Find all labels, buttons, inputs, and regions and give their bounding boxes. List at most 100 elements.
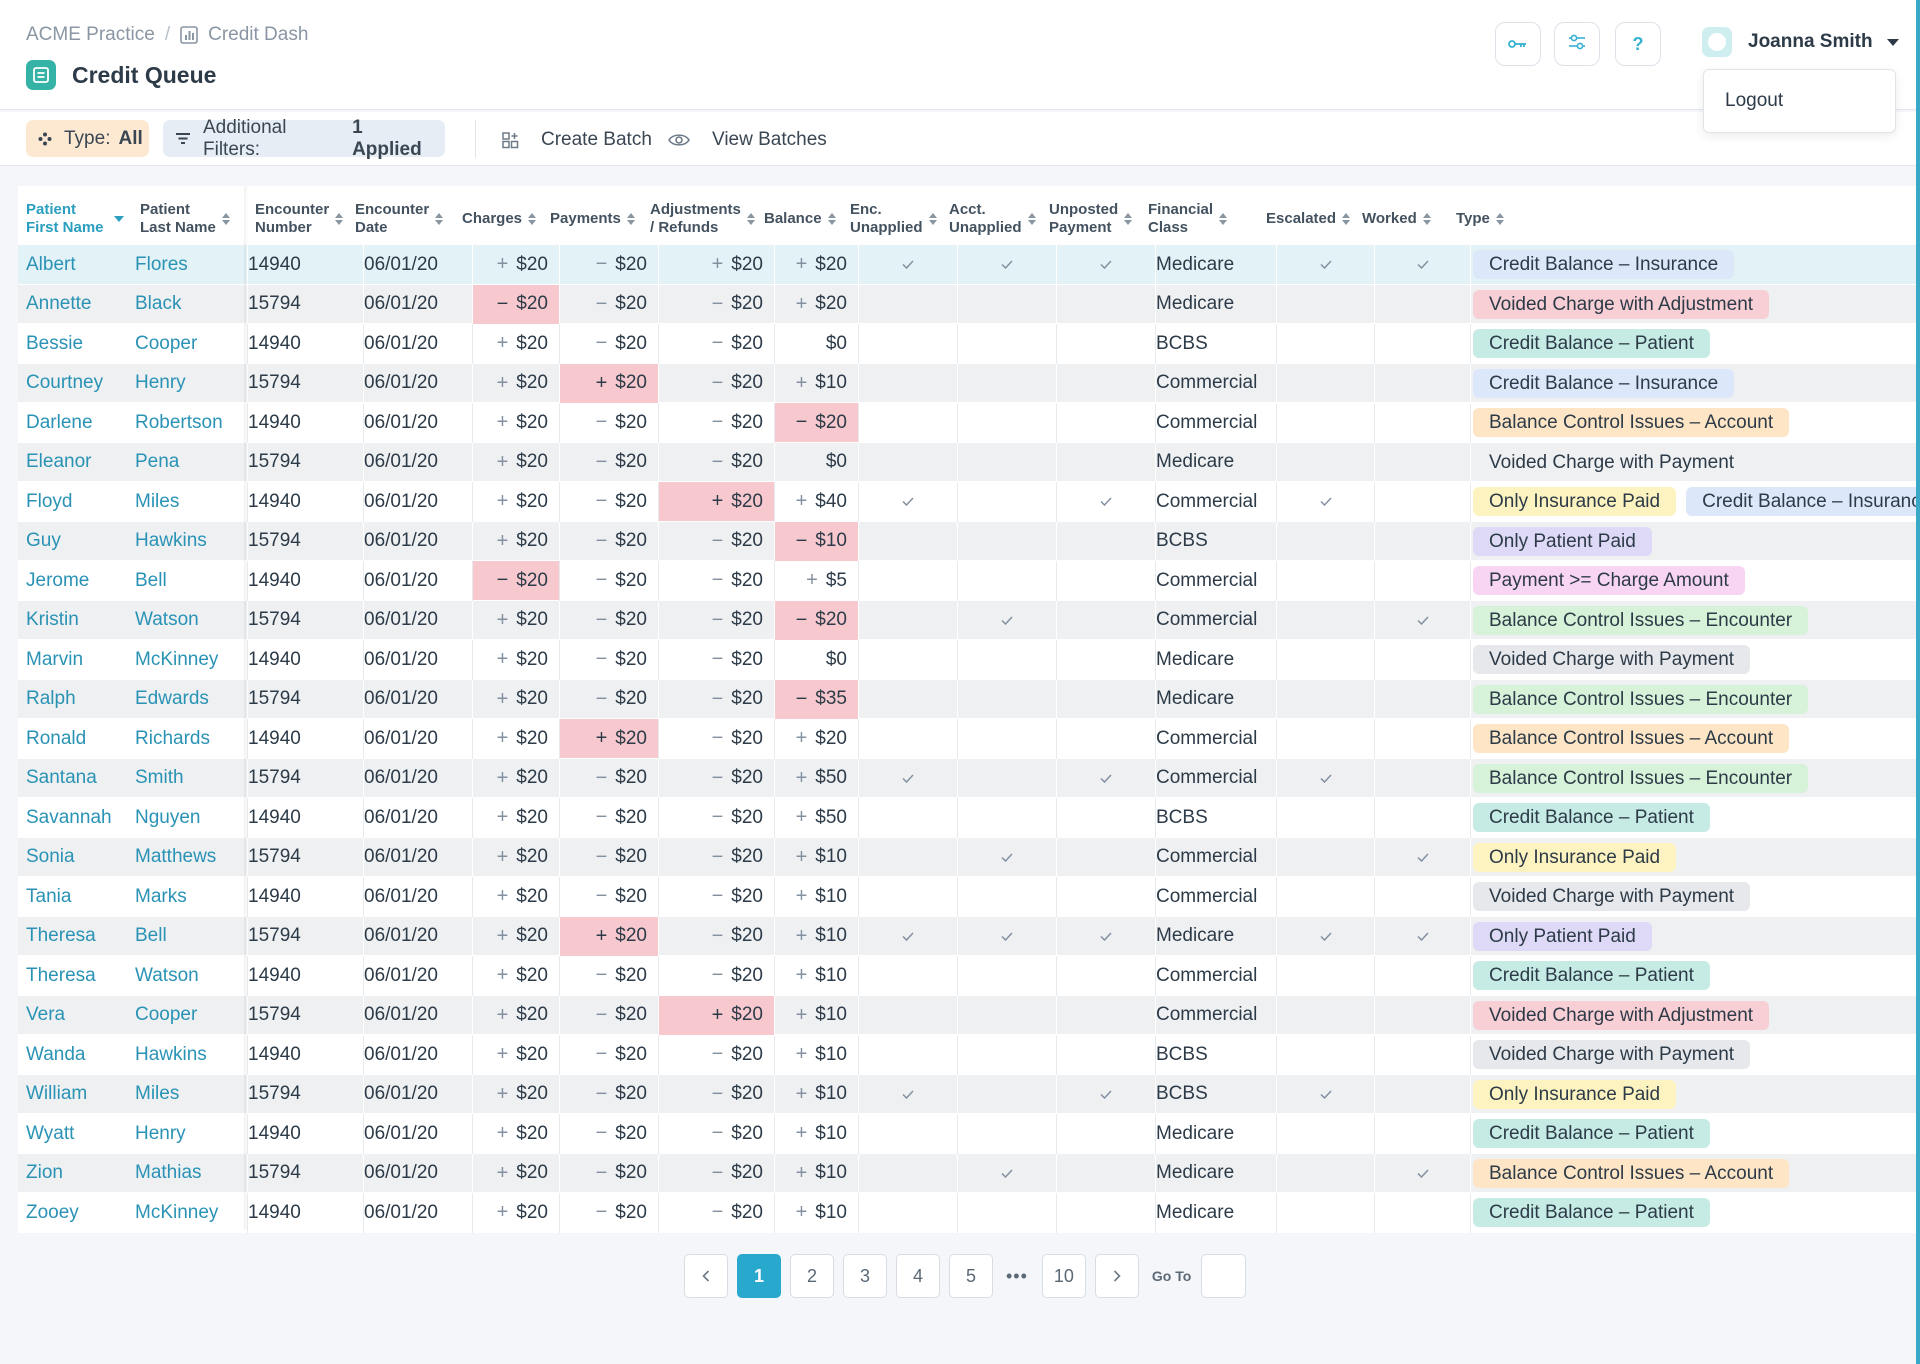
column-header-9[interactable]: Acct. Unapplied <box>949 201 1036 237</box>
last-cell[interactable]: Bell <box>135 569 167 591</box>
column-header-10[interactable]: Unposted Payment <box>1049 201 1133 237</box>
help-button[interactable]: ? <box>1615 22 1661 66</box>
last-cell[interactable]: Hawkins <box>135 530 207 551</box>
last-cell[interactable]: Flores <box>135 253 188 275</box>
last-cell[interactable]: Matthews <box>135 846 217 867</box>
table-row[interactable]: Courtney Henry 15794 06/01/20 + $20 + $20− $20 + $… <box>18 363 1920 403</box>
breadcrumb-current[interactable]: Credit Dash <box>208 24 309 45</box>
first-cell[interactable]: Ronald <box>26 727 87 749</box>
table-row[interactable]: Ralph Edwards 15794 06/01/20 + $20− $20− $20− $3… <box>18 679 1920 719</box>
first-cell[interactable]: Theresa <box>26 925 96 946</box>
column-header-6[interactable]: Adjustments / Refunds <box>650 201 755 237</box>
last-cell[interactable]: Nguyen <box>135 806 201 828</box>
page-button-3[interactable]: 3 <box>843 1254 887 1298</box>
first-cell[interactable]: Jerome <box>26 569 90 591</box>
column-header-14[interactable]: Type <box>1456 210 1504 228</box>
table-row[interactable]: Annette Black 15794 06/01/20− $20− $20− $20 + $2… <box>18 284 1920 324</box>
last-cell[interactable]: Watson <box>135 609 199 630</box>
last-cell[interactable]: Miles <box>135 490 180 512</box>
first-cell[interactable]: Sonia <box>26 846 75 867</box>
table-row[interactable]: Floyd Miles 14940 06/01/20 + $20− $20 + $20 + $40 C… <box>18 482 1920 522</box>
view-batches-button[interactable]: View Batches <box>668 129 827 151</box>
table-row[interactable]: Kristin Watson 15794 06/01/20 + $20− $20− $20− $… <box>18 600 1920 640</box>
column-header-11[interactable]: Financial Class <box>1148 201 1228 237</box>
first-cell[interactable]: Floyd <box>26 490 73 512</box>
first-cell[interactable]: Savannah <box>26 806 112 828</box>
table-row[interactable]: William Miles 15794 06/01/20 + $20− $20− $20 + $1… <box>18 1074 1920 1114</box>
last-cell[interactable]: Smith <box>135 767 184 788</box>
column-header-1[interactable]: Patient Last Name <box>140 201 230 237</box>
logout-menu-item[interactable]: Logout <box>1725 90 1784 111</box>
table-row[interactable]: Ronald Richards 14940 06/01/20 + $20 + $20− $20 +… <box>18 719 1920 759</box>
previous-page-button[interactable] <box>684 1254 728 1298</box>
last-cell[interactable]: Black <box>135 293 182 314</box>
first-cell[interactable]: Theresa <box>26 964 96 986</box>
column-header-0[interactable]: Patient First Name <box>26 201 124 237</box>
first-cell[interactable]: Annette <box>26 293 92 314</box>
table-row[interactable]: Savannah Nguyen 14940 06/01/20 + $20− $20− $20 +… <box>18 798 1920 838</box>
column-header-3[interactable]: Encounter Date <box>355 201 444 237</box>
last-cell[interactable]: Edwards <box>135 688 209 709</box>
last-cell[interactable]: Richards <box>135 727 210 749</box>
column-header-7[interactable]: Balance <box>764 210 836 228</box>
table-row[interactable]: Zion Mathias 15794 06/01/20 + $20− $20− $20 + $10… <box>18 1153 1920 1193</box>
create-batch-button[interactable]: Create Batch <box>502 129 652 151</box>
first-cell[interactable]: Wanda <box>26 1043 86 1065</box>
column-header-4[interactable]: Charges <box>462 210 537 228</box>
last-cell[interactable]: Robertson <box>135 411 223 433</box>
type-filter-chip[interactable]: Type: All <box>26 120 149 157</box>
last-cell[interactable]: Marks <box>135 885 187 907</box>
additional-filters-chip[interactable]: Additional Filters: 1 Applied <box>163 117 445 160</box>
table-row[interactable]: Theresa Watson 14940 06/01/20 + $20− $20− $20 + $… <box>18 956 1920 996</box>
breadcrumb-root[interactable]: ACME Practice <box>26 24 155 45</box>
page-button-1[interactable]: 1 <box>737 1254 781 1298</box>
page-button-5[interactable]: 5 <box>949 1254 993 1298</box>
last-cell[interactable]: Pena <box>135 451 180 472</box>
column-header-12[interactable]: Escalated <box>1266 210 1351 228</box>
table-row[interactable]: Albert Flores 14940 06/01/20 + $20− $20 + $20 + $2… <box>18 245 1920 285</box>
last-cell[interactable]: McKinney <box>135 648 219 670</box>
table-row[interactable]: Jerome Bell 14940 06/01/20− $20− $20− $20 + $5 Co… <box>18 561 1920 601</box>
first-cell[interactable]: Santana <box>26 767 97 788</box>
first-cell[interactable]: Wyatt <box>26 1122 75 1144</box>
last-cell[interactable]: Miles <box>135 1083 180 1104</box>
first-cell[interactable]: Kristin <box>26 609 79 630</box>
table-row[interactable]: Bessie Cooper 14940 06/01/20 + $20− $20− $20 $0 B… <box>18 324 1920 364</box>
first-cell[interactable]: Guy <box>26 530 61 551</box>
last-cell[interactable]: Watson <box>135 964 199 986</box>
page-button-last[interactable]: 10 <box>1041 1254 1086 1298</box>
first-cell[interactable]: Eleanor <box>26 451 92 472</box>
table-row[interactable]: Darlene Robertson 14940 06/01/20 + $20− $20− $2… <box>18 403 1920 443</box>
last-cell[interactable]: Hawkins <box>135 1043 207 1065</box>
table-row[interactable]: Vera Cooper 15794 06/01/20 + $20− $20 + $20 + $10 C… <box>18 995 1920 1035</box>
last-cell[interactable]: Cooper <box>135 1004 198 1025</box>
go-to-page-input[interactable] <box>1201 1254 1247 1298</box>
last-cell[interactable]: Henry <box>135 1122 186 1144</box>
column-header-8[interactable]: Enc. Unapplied <box>850 201 937 237</box>
table-row[interactable]: Marvin McKinney 14940 06/01/20 + $20− $20− $20 $… <box>18 640 1920 680</box>
first-cell[interactable]: Ralph <box>26 688 76 709</box>
table-row[interactable]: Guy Hawkins 15794 06/01/20 + $20− $20− $20− $10 B… <box>18 521 1920 561</box>
first-cell[interactable]: Zion <box>26 1162 63 1183</box>
last-cell[interactable]: Cooper <box>135 332 198 354</box>
table-row[interactable]: Zooey McKinney 14940 06/01/20 + $20− $20− $20 + $… <box>18 1193 1920 1233</box>
last-cell[interactable]: McKinney <box>135 1201 219 1223</box>
page-button-4[interactable]: 4 <box>896 1254 940 1298</box>
first-cell[interactable]: Tania <box>26 885 72 907</box>
settings-button[interactable] <box>1554 22 1600 66</box>
table-row[interactable]: Wanda Hawkins 14940 06/01/20 + $20− $20− $20 + $1… <box>18 1035 1920 1075</box>
last-cell[interactable]: Mathias <box>135 1162 202 1183</box>
column-header-13[interactable]: Worked <box>1362 210 1431 228</box>
key-button[interactable] <box>1495 22 1541 66</box>
first-cell[interactable]: Albert <box>26 253 76 275</box>
column-header-5[interactable]: Payments <box>550 210 635 228</box>
table-row[interactable]: Tania Marks 14940 06/01/20 + $20− $20− $20 + $10 C… <box>18 877 1920 917</box>
next-page-button[interactable] <box>1094 1254 1139 1298</box>
first-cell[interactable]: William <box>26 1083 88 1104</box>
table-row[interactable]: Eleanor Pena 15794 06/01/20 + $20− $20− $20 $0 Me… <box>18 442 1920 482</box>
table-row[interactable]: Wyatt Henry 14940 06/01/20 + $20− $20− $20 + $10 M… <box>18 1114 1920 1154</box>
first-cell[interactable]: Zooey <box>26 1201 79 1223</box>
column-header-2[interactable]: Encounter Number <box>255 201 344 237</box>
first-cell[interactable]: Bessie <box>26 332 84 354</box>
table-row[interactable]: Santana Smith 15794 06/01/20 + $20− $20− $20 + $5… <box>18 758 1920 798</box>
